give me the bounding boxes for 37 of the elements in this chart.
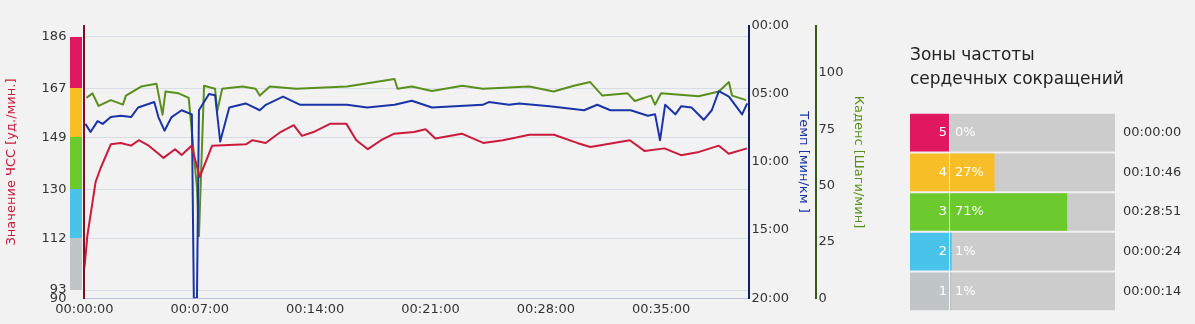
data-label: 27% [955,163,984,179]
x-tick-label: 00:35:00 [631,301,691,317]
y-tick-label: 5 [938,124,948,140]
y-tick-label: 167 [41,79,67,95]
x-tick-label: 00:28:00 [516,301,576,317]
text: 00:28:51 [1123,203,1182,219]
text: 00:00:00 [1123,124,1182,140]
y2-tick-label: 05:00 [751,85,789,101]
y-tick-label: 3 [938,203,948,219]
x-tick-label: 00:00:00 [55,301,114,317]
y-tick-label: 2 [938,243,948,259]
y-tick-label: 4 [938,163,948,179]
text: 00:00:24 [1123,243,1182,259]
text: 00:10:46 [1123,163,1182,179]
y3-tick-label: 75 [818,120,836,136]
y3-axis-title: Каденс [Шаги/мин] [851,95,867,229]
y3-tick-label: 100 [818,64,844,80]
y3-tick-label: 0 [818,289,827,305]
y2-tick-label: 20:00 [751,289,789,305]
y3-tick-label: 25 [818,233,836,249]
y-tick-label: 130 [41,180,67,196]
y3-tick-label: 50 [818,177,836,193]
text: 00:00:14 [1123,282,1182,298]
chart-title: Зоны частоты сердечных сокращений [910,43,1125,90]
x-tick-label: 00:14:00 [285,301,345,317]
x-tick-label: 00:21:00 [401,301,460,317]
x-tick-label: 00:07:00 [170,301,229,317]
y2-axis-title: Темп [мин/км ] [797,110,813,213]
y-tick-label: 186 [41,28,67,44]
y2-tick-label: 15:00 [751,221,789,237]
y-axis-title: Значение ЧСС [уд./мин.] [3,78,19,246]
y-tick-label: 1 [938,282,948,298]
y2-tick-label: 10:00 [751,153,789,169]
y2-tick-label: 00:00 [751,17,789,33]
data-label: 71% [955,203,984,219]
y-tick-label: 149 [41,128,67,144]
y-tick-label: 112 [41,229,67,245]
